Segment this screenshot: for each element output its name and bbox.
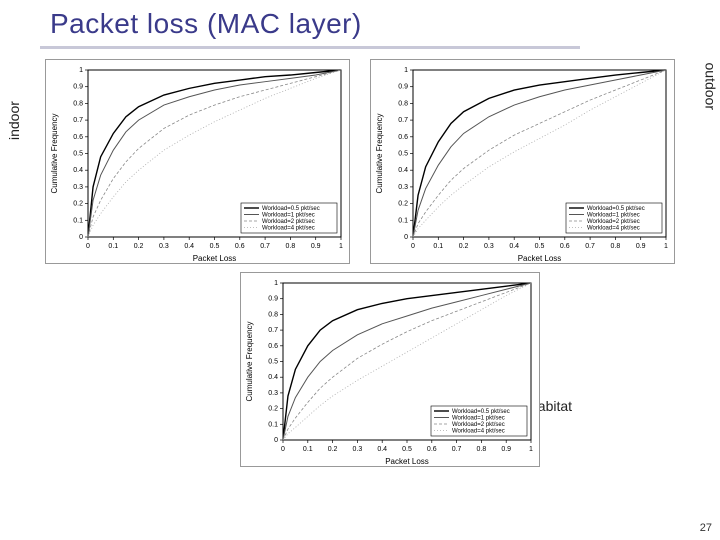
svg-text:0.6: 0.6: [427, 446, 437, 453]
title-bar: Packet loss (MAC layer): [0, 0, 720, 40]
svg-text:0.7: 0.7: [268, 327, 278, 334]
svg-text:Workload=4 pkt/sec: Workload=4 pkt/sec: [262, 226, 315, 232]
svg-text:0.8: 0.8: [611, 243, 621, 250]
svg-text:0.3: 0.3: [159, 243, 169, 250]
svg-text:0.1: 0.1: [108, 243, 118, 250]
svg-text:Workload=1 pkt/sec: Workload=1 pkt/sec: [262, 213, 315, 219]
svg-text:Workload=0.5 pkt/sec: Workload=0.5 pkt/sec: [452, 409, 510, 415]
svg-text:0.5: 0.5: [402, 446, 412, 453]
svg-text:Workload=1 pkt/sec: Workload=1 pkt/sec: [587, 213, 640, 219]
svg-text:Cumulative Frequency: Cumulative Frequency: [375, 113, 384, 193]
svg-text:0.4: 0.4: [398, 167, 408, 174]
svg-text:0.8: 0.8: [268, 311, 278, 318]
svg-text:Packet Loss: Packet Loss: [518, 254, 562, 263]
chart-indoor: 0 0.1 0.2 0.3 0.4 0.5 0.6 0.7 0.8 0.9 1 0 0.1 0.2 0.3 0…: [45, 59, 350, 264]
svg-text:0.3: 0.3: [73, 184, 83, 191]
svg-text:1: 1: [79, 67, 83, 74]
chart-habitat-svg: 0 0.1 0.2 0.3 0.4 0.5 0.6 0.7 0.8 0.9 1 0 0.1 0.2 0.3 0…: [241, 273, 541, 468]
svg-text:0.2: 0.2: [268, 406, 278, 413]
top-charts-row: 0 0.1 0.2 0.3 0.4 0.5 0.6 0.7 0.8 0.9 1 0 0.1 0.2 0.3 0…: [0, 59, 720, 264]
svg-text:0.4: 0.4: [509, 243, 519, 250]
svg-text:0.5: 0.5: [398, 151, 408, 158]
svg-text:0.3: 0.3: [398, 184, 408, 191]
svg-text:Workload=4 pkt/sec: Workload=4 pkt/sec: [587, 226, 640, 232]
svg-text:0.7: 0.7: [398, 117, 408, 124]
svg-text:0.6: 0.6: [235, 243, 245, 250]
svg-text:0.9: 0.9: [311, 243, 321, 250]
chart-habitat: 0 0.1 0.2 0.3 0.4 0.5 0.6 0.7 0.8 0.9 1 0 0.1 0.2 0.3 0…: [240, 272, 540, 467]
svg-text:0.1: 0.1: [268, 421, 278, 428]
svg-text:1: 1: [274, 280, 278, 287]
svg-text:0.2: 0.2: [328, 446, 338, 453]
svg-text:1: 1: [404, 67, 408, 74]
svg-text:Workload=2 pkt/sec: Workload=2 pkt/sec: [262, 219, 315, 225]
svg-text:Workload=2 pkt/sec: Workload=2 pkt/sec: [452, 422, 505, 428]
svg-text:0.6: 0.6: [268, 343, 278, 350]
svg-text:0: 0: [79, 234, 83, 241]
svg-text:0.8: 0.8: [286, 243, 296, 250]
svg-text:1: 1: [339, 243, 343, 250]
svg-text:0.4: 0.4: [268, 374, 278, 381]
svg-text:Workload=0.5 pkt/sec: Workload=0.5 pkt/sec: [587, 206, 645, 212]
svg-text:0.1: 0.1: [433, 243, 443, 250]
chart-outdoor: 0 0.1 0.2 0.3 0.4 0.5 0.6 0.7 0.8 0.9 1 0 0.1 0.2 0.3 0…: [370, 59, 675, 264]
chart-indoor-svg: 0 0.1 0.2 0.3 0.4 0.5 0.6 0.7 0.8 0.9 1 0 0.1 0.2 0.3 0…: [46, 60, 351, 265]
svg-text:0.3: 0.3: [353, 446, 363, 453]
svg-text:Cumulative Frequency: Cumulative Frequency: [50, 113, 59, 193]
svg-text:0.1: 0.1: [73, 217, 83, 224]
svg-text:0.5: 0.5: [73, 151, 83, 158]
svg-text:0.2: 0.2: [398, 201, 408, 208]
chart-outdoor-svg: 0 0.1 0.2 0.3 0.4 0.5 0.6 0.7 0.8 0.9 1 0 0.1 0.2 0.3 0…: [371, 60, 676, 265]
svg-text:0.8: 0.8: [398, 100, 408, 107]
svg-text:0.6: 0.6: [398, 134, 408, 141]
svg-text:0.9: 0.9: [398, 84, 408, 91]
svg-text:0: 0: [411, 243, 415, 250]
svg-text:0.9: 0.9: [268, 296, 278, 303]
svg-text:0.1: 0.1: [398, 217, 408, 224]
svg-text:0.1: 0.1: [303, 446, 313, 453]
svg-text:Workload=1 pkt/sec: Workload=1 pkt/sec: [452, 416, 505, 422]
svg-text:0: 0: [274, 437, 278, 444]
svg-text:Packet Loss: Packet Loss: [385, 457, 429, 466]
svg-text:0.7: 0.7: [452, 446, 462, 453]
svg-text:1: 1: [664, 243, 668, 250]
svg-text:0.5: 0.5: [535, 243, 545, 250]
svg-text:Workload=0.5 pkt/sec: Workload=0.5 pkt/sec: [262, 206, 320, 212]
page-title: Packet loss (MAC layer): [50, 8, 720, 40]
svg-text:Packet Loss: Packet Loss: [193, 254, 237, 263]
svg-text:0.8: 0.8: [477, 446, 487, 453]
svg-text:0.7: 0.7: [73, 117, 83, 124]
svg-text:0.3: 0.3: [268, 390, 278, 397]
svg-text:0.4: 0.4: [184, 243, 194, 250]
svg-text:Cumulative Frequency: Cumulative Frequency: [245, 321, 254, 401]
svg-text:0.9: 0.9: [636, 243, 646, 250]
bottom-chart-wrap: 0 0.1 0.2 0.3 0.4 0.5 0.6 0.7 0.8 0.9 1 0 0.1 0.2 0.3 0…: [0, 272, 720, 467]
svg-text:0: 0: [404, 234, 408, 241]
svg-text:0.4: 0.4: [73, 167, 83, 174]
svg-text:0: 0: [86, 243, 90, 250]
svg-text:0.4: 0.4: [377, 446, 387, 453]
title-underline: [40, 46, 580, 49]
svg-text:0.5: 0.5: [210, 243, 220, 250]
svg-text:1: 1: [529, 446, 533, 453]
svg-text:0.2: 0.2: [459, 243, 469, 250]
svg-text:0.8: 0.8: [73, 100, 83, 107]
svg-text:0.7: 0.7: [260, 243, 270, 250]
svg-text:0.7: 0.7: [585, 243, 595, 250]
svg-text:0.3: 0.3: [484, 243, 494, 250]
svg-text:0.2: 0.2: [73, 201, 83, 208]
svg-text:Workload=2 pkt/sec: Workload=2 pkt/sec: [587, 219, 640, 225]
svg-text:0.9: 0.9: [501, 446, 511, 453]
svg-text:0.2: 0.2: [134, 243, 144, 250]
svg-text:0.9: 0.9: [73, 84, 83, 91]
page-number: 27: [700, 522, 712, 534]
svg-text:0: 0: [281, 446, 285, 453]
svg-text:0.5: 0.5: [268, 359, 278, 366]
svg-text:0.6: 0.6: [560, 243, 570, 250]
svg-text:0.6: 0.6: [73, 134, 83, 141]
svg-text:Workload=4 pkt/sec: Workload=4 pkt/sec: [452, 429, 505, 435]
